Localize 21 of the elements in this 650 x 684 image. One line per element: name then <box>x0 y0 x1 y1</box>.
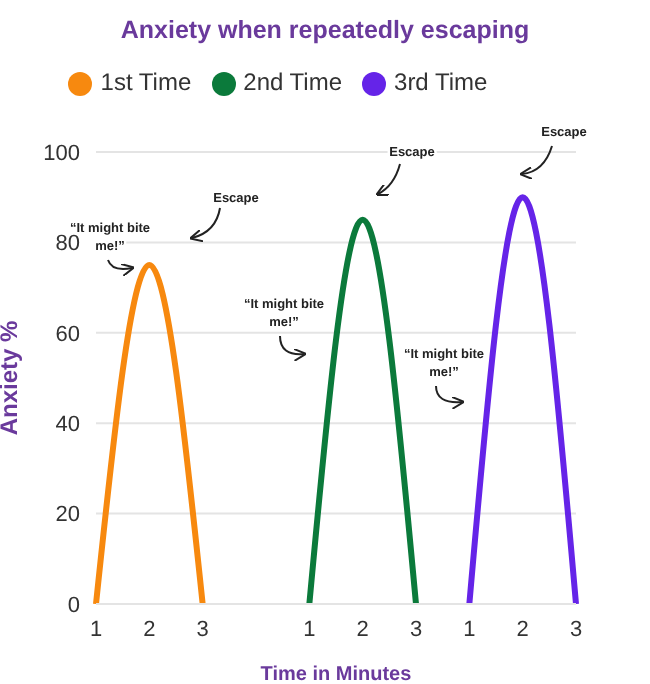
x-tick-label: 3 <box>409 617 423 642</box>
x-tick-label: 2 <box>516 617 529 642</box>
y-tick-label: 20 <box>55 503 80 528</box>
x-tick-label: 3 <box>196 617 209 642</box>
x-tick-label: 1 <box>89 617 103 642</box>
x-tick-label: 2 <box>143 617 156 642</box>
legend-label: 1st Time <box>100 68 192 96</box>
legend-label: 2nd Time <box>243 68 343 96</box>
x-axis-title: Time in Minutes <box>260 664 413 684</box>
chart-title: Anxiety when repeatedly escaping <box>118 16 532 44</box>
y-tick-label: 100 <box>43 141 80 166</box>
x-tick-label: 3 <box>569 617 583 642</box>
y-tick-label: 60 <box>55 322 80 347</box>
y-tick-label: 40 <box>55 413 80 438</box>
legend-label: 3rd Time <box>394 68 488 96</box>
y-tick-label: 80 <box>55 232 80 257</box>
x-tick-label: 1 <box>303 617 316 642</box>
x-tick-label: 1 <box>463 617 476 642</box>
x-tick-label: 2 <box>356 617 369 642</box>
y-axis-title: Anxiety % <box>0 320 23 436</box>
y-tick-label: 0 <box>67 593 80 618</box>
